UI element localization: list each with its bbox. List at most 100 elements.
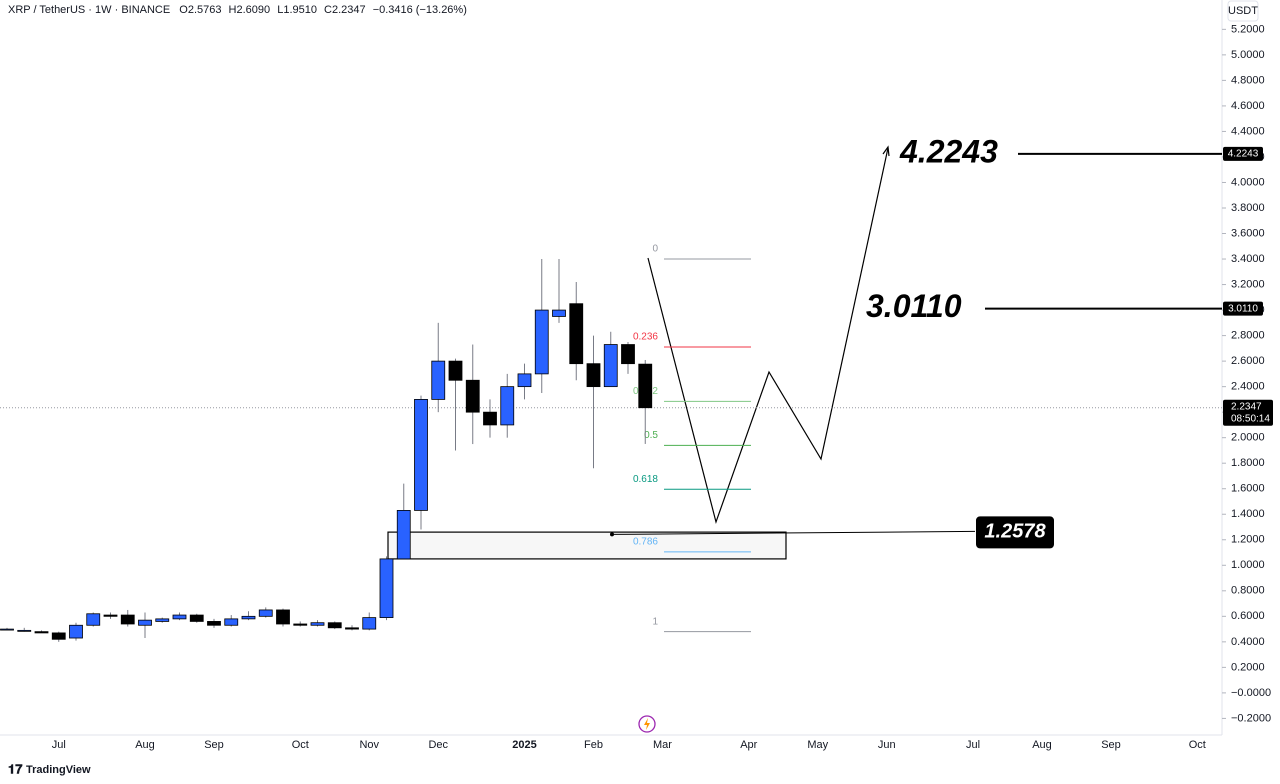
y-tick-label: 0.2000 bbox=[1231, 661, 1265, 673]
candle-body bbox=[224, 618, 239, 626]
candle-body bbox=[500, 386, 515, 426]
x-tick-label: Sep bbox=[1101, 739, 1121, 751]
x-tick-label: May bbox=[807, 739, 828, 751]
target-badge bbox=[1223, 301, 1263, 316]
candle-body bbox=[465, 379, 480, 413]
candle-body bbox=[276, 609, 290, 625]
currency-box[interactable] bbox=[1227, 0, 1259, 22]
candle-body bbox=[120, 614, 135, 625]
candle-body bbox=[51, 632, 66, 640]
candle-body bbox=[103, 614, 118, 617]
y-tick-label: 1.2000 bbox=[1231, 534, 1265, 546]
x-tick-label: Sep bbox=[204, 739, 224, 751]
x-tick-label: Jun bbox=[878, 739, 896, 751]
candle-body bbox=[34, 631, 49, 634]
candle-body bbox=[86, 613, 101, 626]
y-tick-label: 1.8000 bbox=[1231, 457, 1265, 469]
fib-label: 0.786 bbox=[633, 537, 658, 548]
x-tick-label: Aug bbox=[135, 739, 155, 751]
y-tick-label: 3.8000 bbox=[1231, 202, 1265, 214]
high-value: H2.6090 bbox=[229, 4, 271, 16]
projection-path bbox=[647, 147, 889, 525]
candle-body bbox=[569, 303, 584, 365]
candle-body bbox=[155, 618, 170, 622]
x-tick-label: Nov bbox=[359, 739, 379, 751]
y-tick-label: 0.8000 bbox=[1231, 585, 1265, 597]
legend: XRP / TetherUS · 1W · BINANCE O2.5763 H2… bbox=[8, 4, 467, 16]
candle-body bbox=[552, 309, 566, 317]
candle-body bbox=[207, 621, 221, 626]
brand[interactable]: TradingView bbox=[26, 764, 91, 776]
target-box bbox=[976, 516, 1054, 549]
target-badge bbox=[1223, 146, 1263, 161]
x-tick-label: Feb bbox=[584, 739, 603, 751]
x-tick-label: Mar bbox=[653, 739, 672, 751]
x-tick-label: Dec bbox=[428, 739, 448, 751]
candle-body bbox=[362, 617, 377, 630]
symbol: XRP / TetherUS · 1W · BINANCE O2.5763 H2… bbox=[8, 4, 467, 16]
y-tick-label: 1.6000 bbox=[1231, 483, 1265, 495]
candle-body bbox=[448, 360, 463, 381]
y-tick-label: 0.6000 bbox=[1231, 610, 1265, 622]
open-value: O2.5763 bbox=[179, 4, 221, 16]
symbol-name: XRP / TetherUS bbox=[8, 4, 85, 16]
candle-body bbox=[258, 609, 273, 617]
event-bolt bbox=[644, 718, 650, 730]
countdown: 08:50:14 bbox=[1231, 413, 1270, 424]
candle-body bbox=[638, 363, 653, 409]
x-tick-label: Jul bbox=[966, 739, 980, 751]
candle-body bbox=[586, 363, 601, 388]
fib-label: 0 bbox=[652, 244, 658, 255]
x-tick-label: 2025 bbox=[512, 739, 536, 751]
y-tick-label: 3.4000 bbox=[1231, 253, 1265, 265]
y-tick-label: 4.0000 bbox=[1231, 176, 1265, 188]
y-tick-label: 4.4000 bbox=[1231, 125, 1265, 137]
candle-body bbox=[603, 344, 618, 388]
x-tick-label: Jul bbox=[52, 739, 66, 751]
target-badge-label: 4.2243 bbox=[1228, 148, 1259, 159]
y-tick-label: 4.6000 bbox=[1231, 100, 1265, 112]
brand-logo[interactable]: 𝟏𝟕 bbox=[8, 761, 23, 776]
candle-body bbox=[172, 614, 187, 620]
y-tick-label: 1.4000 bbox=[1231, 508, 1265, 520]
fib-label: 0.618 bbox=[633, 474, 658, 485]
y-tick-label: 3.2000 bbox=[1231, 278, 1265, 290]
candle-body bbox=[69, 624, 83, 639]
candle-body bbox=[483, 411, 497, 426]
candle-body bbox=[396, 510, 411, 560]
price-badge-label: 2.2347 bbox=[1231, 401, 1262, 412]
target-label: 4.2243 bbox=[899, 133, 998, 169]
target-badge-label: 3.0110 bbox=[1228, 303, 1258, 314]
candle-body bbox=[17, 629, 32, 632]
y-tick-label: 5.0000 bbox=[1231, 49, 1265, 61]
y-tick-label: 3.6000 bbox=[1231, 227, 1265, 239]
candle-body bbox=[293, 623, 308, 626]
x-tick-label: Apr bbox=[740, 739, 757, 751]
y-tick-label: 4.8000 bbox=[1231, 74, 1265, 86]
y-tick-label: 5.2000 bbox=[1231, 23, 1265, 35]
interval: 1W bbox=[95, 4, 112, 16]
exchange: BINANCE bbox=[121, 4, 170, 16]
y-tick-label: 2.6000 bbox=[1231, 355, 1265, 367]
candle-body bbox=[310, 622, 325, 626]
candle-body bbox=[327, 622, 342, 629]
target-box-label: 1.2578 bbox=[984, 521, 1046, 543]
candle-body bbox=[517, 373, 532, 388]
candle-body bbox=[621, 344, 635, 365]
candle-body bbox=[379, 558, 394, 619]
y-tick-label: 1.0000 bbox=[1231, 559, 1265, 571]
currency[interactable]: USDT bbox=[1228, 5, 1258, 17]
low-value: L1.9510 bbox=[277, 4, 317, 16]
y-tick-label: −0.0000 bbox=[1231, 687, 1271, 699]
target-label: 3.0110 bbox=[866, 288, 962, 324]
candle-body bbox=[189, 614, 204, 622]
y-tick-label: 2.0000 bbox=[1231, 432, 1265, 444]
fib-label: 1 bbox=[652, 616, 658, 627]
y-tick-label: 0.4000 bbox=[1231, 636, 1265, 648]
x-tick-label: Oct bbox=[292, 739, 309, 751]
x-tick-label: Oct bbox=[1189, 739, 1206, 751]
candle-body bbox=[241, 615, 256, 620]
candle-body bbox=[0, 628, 14, 631]
fib-label: 0.236 bbox=[633, 332, 658, 343]
